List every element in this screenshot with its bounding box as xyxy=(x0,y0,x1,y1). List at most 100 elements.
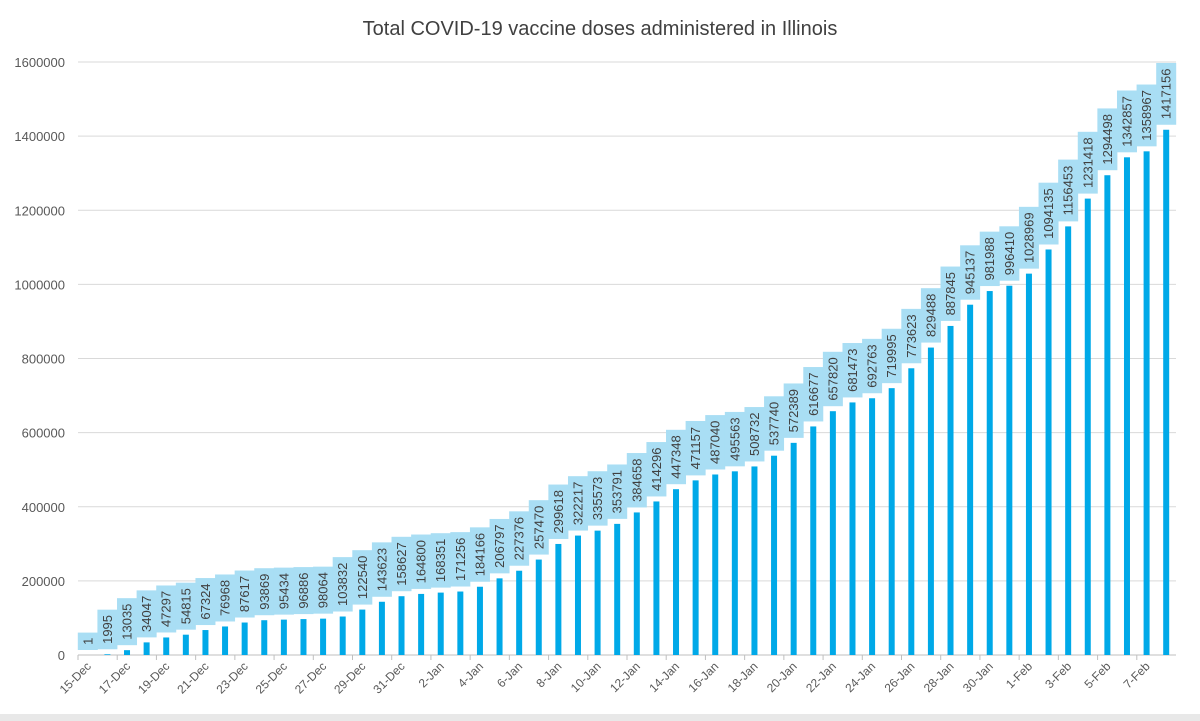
bar xyxy=(457,591,464,655)
bar xyxy=(888,388,895,655)
data-label: 206797 xyxy=(492,524,507,567)
x-tick-label: 30-Jan xyxy=(960,659,996,695)
data-label: 122540 xyxy=(355,556,370,599)
data-label-box xyxy=(1058,159,1079,222)
bar xyxy=(300,619,307,655)
x-tick-label: 1-Feb xyxy=(1003,659,1035,691)
data-label: 1094135 xyxy=(1041,188,1056,239)
x-tick-label: 31-Dec xyxy=(370,659,407,696)
data-label-box xyxy=(999,226,1020,281)
data-label-box xyxy=(744,407,765,462)
bar xyxy=(712,474,719,655)
data-label: 1294498 xyxy=(1100,114,1115,165)
data-label: 692763 xyxy=(865,344,880,387)
bar xyxy=(869,398,876,655)
data-label-box xyxy=(313,566,334,614)
bar xyxy=(1123,157,1130,655)
bar xyxy=(574,535,581,655)
y-tick-label: 600000 xyxy=(22,426,65,441)
data-label: 96886 xyxy=(296,573,311,609)
data-label: 981988 xyxy=(982,237,997,280)
data-label: 13035 xyxy=(120,604,135,640)
y-tick-label: 800000 xyxy=(22,352,65,367)
data-label-box xyxy=(881,328,902,384)
x-tick-label: 26-Jan xyxy=(882,659,918,695)
data-label-box xyxy=(430,533,451,588)
bar xyxy=(516,570,523,655)
bar xyxy=(182,634,189,655)
data-label: 93869 xyxy=(257,574,272,610)
data-label: 164800 xyxy=(414,540,429,583)
bar xyxy=(535,559,542,655)
data-label-box xyxy=(450,532,471,587)
bar xyxy=(437,592,444,655)
bar xyxy=(261,620,268,655)
bar xyxy=(927,347,934,655)
data-label-box xyxy=(469,527,490,582)
bar xyxy=(633,512,640,655)
y-tick-label: 1000000 xyxy=(14,277,65,292)
bar xyxy=(692,480,699,655)
data-label: 384658 xyxy=(629,459,644,502)
bar xyxy=(771,455,778,655)
data-label-box xyxy=(1038,182,1059,245)
data-label: 34047 xyxy=(139,596,154,632)
x-tick-label: 25-Dec xyxy=(253,659,290,696)
data-label-box xyxy=(862,338,883,394)
data-label-box xyxy=(528,500,549,555)
bar xyxy=(359,609,366,655)
chart-title: Total COVID-19 vaccine doses administere… xyxy=(363,18,838,40)
bar xyxy=(124,650,131,655)
data-label: 996410 xyxy=(1002,232,1017,275)
data-label: 353791 xyxy=(610,470,625,513)
data-label-box xyxy=(215,574,236,622)
x-tick-label: 24-Jan xyxy=(842,659,878,695)
data-label: 95434 xyxy=(276,573,291,609)
y-tick-label: 400000 xyxy=(22,500,65,515)
x-tick-label: 7-Feb xyxy=(1121,659,1153,691)
y-tick-label: 200000 xyxy=(22,574,65,589)
data-label: 657820 xyxy=(825,357,840,400)
bar xyxy=(202,630,209,655)
data-label: 1156453 xyxy=(1061,166,1076,216)
data-label: 1342857 xyxy=(1119,96,1134,147)
y-tick-label: 1600000 xyxy=(14,55,65,70)
y-tick-label: 1200000 xyxy=(14,203,65,218)
bar xyxy=(673,489,680,655)
data-label-box xyxy=(607,464,628,519)
bar xyxy=(1045,249,1052,656)
data-label: 184166 xyxy=(472,533,487,576)
bar xyxy=(653,501,660,655)
x-tick-label: 21-Dec xyxy=(174,659,211,696)
bar xyxy=(1143,151,1150,655)
data-label-box xyxy=(960,245,981,300)
data-label-box xyxy=(273,567,294,615)
data-label-box xyxy=(332,557,353,612)
data-label-box xyxy=(548,484,569,539)
data-label: 158627 xyxy=(394,542,409,585)
data-label: 829488 xyxy=(923,294,938,337)
data-label: 572389 xyxy=(786,389,801,432)
data-label-box xyxy=(822,351,843,407)
data-label: 143623 xyxy=(374,548,389,591)
data-label-box xyxy=(371,542,392,597)
bar xyxy=(1006,285,1013,655)
data-label-box xyxy=(97,609,118,650)
data-label-box xyxy=(842,343,863,398)
x-tick-label: 17-Dec xyxy=(96,659,133,696)
data-label: 1028969 xyxy=(1021,212,1036,263)
bar xyxy=(320,618,327,655)
data-label: 719995 xyxy=(884,334,899,377)
x-tick-label: 29-Dec xyxy=(331,659,368,696)
data-label: 47297 xyxy=(159,591,174,627)
bar xyxy=(967,304,974,655)
data-label: 257470 xyxy=(531,506,546,549)
bar xyxy=(810,426,817,655)
data-label: 447348 xyxy=(669,435,684,478)
data-label: 487040 xyxy=(708,421,723,464)
data-label: 54815 xyxy=(178,588,193,624)
data-label-box xyxy=(940,266,961,321)
data-label: 495563 xyxy=(727,417,742,460)
data-label-box xyxy=(117,598,138,646)
data-label: 227376 xyxy=(512,517,527,560)
